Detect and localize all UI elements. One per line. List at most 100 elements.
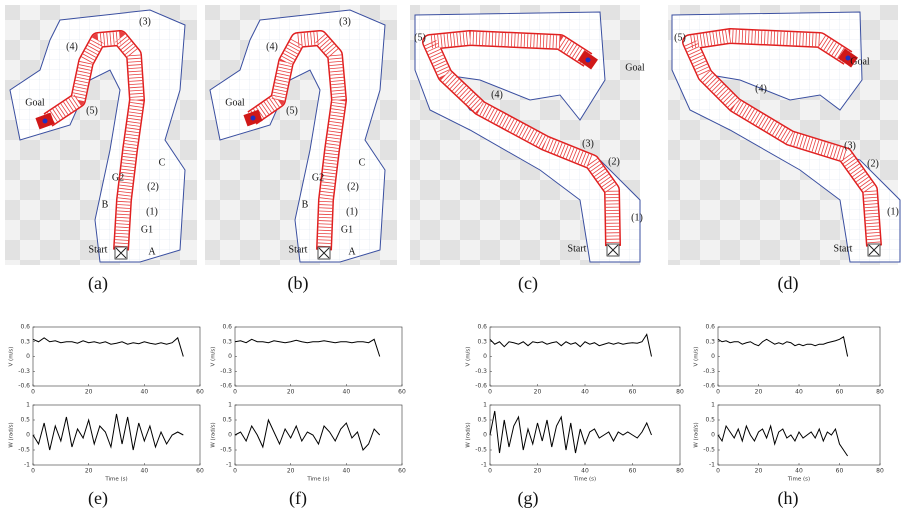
map-label: G1 — [141, 224, 153, 235]
y-axis-label: V (m/s) — [211, 347, 217, 367]
x-tick-label: 0 — [488, 389, 492, 396]
x-axis-label: Time (s) — [306, 477, 329, 483]
x-tick-label: 0 — [716, 389, 720, 396]
x-tick-label: 80 — [876, 389, 884, 396]
y-axis-label: W (rad/s) — [466, 422, 472, 447]
caption: (e) — [88, 488, 108, 509]
y-axis-label: V (m/s) — [9, 347, 15, 367]
y-tick-label: 0.3 — [705, 338, 715, 345]
x-tick-label: 20 — [85, 389, 93, 396]
map-label: (2) — [867, 158, 879, 169]
y-tick-label: -0.6 — [703, 383, 715, 390]
y-tick-label: 0.5 — [20, 417, 30, 424]
map-label: Goal — [625, 62, 645, 73]
y-tick-label: 0 — [228, 432, 232, 439]
map-label: (2) — [147, 181, 159, 192]
x-tick-label: 0 — [31, 389, 35, 396]
y-axis-label: W (rad/s) — [694, 422, 700, 447]
y-tick-label: -1 — [481, 462, 487, 469]
x-tick-label: 60 — [836, 468, 844, 475]
y-tick-label: -1 — [24, 462, 30, 469]
y-tick-label: -0.5 — [220, 447, 232, 454]
y-tick-label: -0.3 — [220, 368, 232, 375]
y-tick-label: 1 — [26, 402, 30, 409]
y-tick-label: -0.3 — [18, 368, 30, 375]
y-tick-label: 0 — [26, 353, 30, 360]
map-label: A — [348, 246, 356, 257]
map-panel: (5)Goal(4)(3)(2)(1)Start — [410, 5, 645, 265]
x-tick-label: 60 — [629, 389, 637, 396]
x-tick-label: 60 — [836, 389, 844, 396]
caption: (a) — [88, 273, 108, 294]
map-label: (3) — [139, 16, 151, 27]
caption: (c) — [518, 273, 538, 294]
x-tick-label: 20 — [755, 468, 763, 475]
y-tick-label: -0.6 — [18, 383, 30, 390]
x-tick-label: 60 — [629, 468, 637, 475]
y-tick-label: 0.6 — [222, 324, 232, 331]
y-tick-label: -0.5 — [18, 447, 30, 454]
y-tick-label: -0.5 — [475, 447, 487, 454]
charts: -0.6 -0.3 0 0.3 0.6 0 20 40 60 V (m/s) -1 -0.5 0 0.5 1… — [9, 324, 884, 483]
x-tick-label: 0 — [488, 468, 492, 475]
map-label: B — [102, 199, 109, 210]
map-label: (5) — [414, 32, 426, 43]
y-tick-label: 0.3 — [222, 338, 232, 345]
y-tick-label: -0.6 — [220, 383, 232, 390]
y-tick-label: 0.6 — [20, 324, 30, 331]
x-tick-label: 20 — [534, 468, 542, 475]
map-label: G2 — [312, 172, 324, 183]
y-tick-label: 1 — [228, 402, 232, 409]
x-tick-label: 80 — [676, 389, 684, 396]
map-label: Goal — [25, 97, 45, 108]
x-tick-label: 80 — [676, 468, 684, 475]
map-label: (1) — [346, 206, 358, 217]
y-tick-label: -0.5 — [703, 447, 715, 454]
x-tick-label: 60 — [398, 389, 406, 396]
map-label: (2) — [608, 156, 620, 167]
y-tick-label: 0 — [711, 432, 715, 439]
y-tick-label: 0.5 — [222, 417, 232, 424]
goal-dot — [43, 119, 48, 124]
map-label: (5) — [86, 105, 98, 116]
subplot: -1-0.500.510204060W (rad/s)Time (s) — [9, 402, 204, 483]
caption: (f) — [289, 488, 307, 509]
map-label: A — [148, 246, 156, 257]
y-tick-label: 1 — [711, 402, 715, 409]
map-label: Start — [568, 243, 587, 254]
map-label: (4) — [491, 89, 503, 100]
map-label: G1 — [341, 224, 353, 235]
goal-dot — [586, 58, 591, 63]
x-tick-label: 40 — [141, 389, 149, 396]
caption: (g) — [518, 488, 539, 509]
y-tick-label: 0 — [483, 353, 487, 360]
y-tick-label: 0.6 — [705, 324, 715, 331]
map-label: (3) — [844, 140, 856, 151]
x-tick-label: 40 — [795, 389, 803, 396]
figure: (3) (4) Goal (5) C G2 (2) B (1) G1 Start A (3) (4) Goa… — [0, 0, 911, 517]
plot-frame — [33, 327, 200, 386]
map-label: (3) — [339, 16, 351, 27]
y-tick-label: 0.3 — [477, 338, 487, 345]
y-tick-label: 0.3 — [20, 338, 30, 345]
map-label: (4) — [266, 41, 278, 52]
map-label: (2) — [347, 181, 359, 192]
x-tick-label: 40 — [581, 468, 589, 475]
y-tick-label: 0.6 — [477, 324, 487, 331]
map-label: C — [159, 157, 166, 168]
map-label: Goal — [225, 97, 245, 108]
map-label: (1) — [146, 206, 158, 217]
plot-frame — [235, 405, 402, 465]
caption: (d) — [778, 273, 799, 294]
y-axis-label: V (m/s) — [466, 347, 472, 367]
map-label: Start — [834, 243, 853, 254]
x-tick-label: 20 — [85, 468, 93, 475]
y-tick-label: -0.3 — [475, 368, 487, 375]
map-label: (4) — [755, 83, 767, 94]
caption: (h) — [778, 488, 799, 509]
plot-frame — [718, 405, 880, 465]
